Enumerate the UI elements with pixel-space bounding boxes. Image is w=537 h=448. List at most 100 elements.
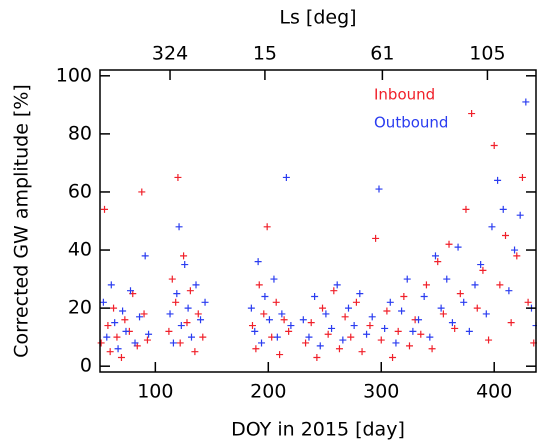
point	[119, 308, 126, 315]
point	[115, 345, 122, 352]
point	[423, 281, 430, 288]
point	[255, 258, 262, 265]
point	[472, 281, 479, 288]
point	[474, 305, 481, 312]
point	[174, 174, 181, 181]
x-tick-label: 100	[137, 381, 173, 403]
point	[103, 334, 110, 341]
point	[142, 252, 149, 259]
point	[519, 174, 526, 181]
point	[177, 339, 184, 346]
point	[483, 310, 490, 317]
point	[339, 337, 346, 344]
point	[406, 342, 413, 349]
point	[356, 290, 363, 297]
point	[187, 287, 194, 294]
point	[172, 299, 179, 306]
point	[334, 281, 341, 288]
point	[273, 299, 280, 306]
point	[118, 354, 125, 361]
point	[328, 325, 335, 332]
legend-entry: Outbound	[374, 114, 448, 132]
point	[248, 305, 255, 312]
point	[345, 305, 352, 312]
point	[522, 98, 529, 105]
x-tick-label: 400	[476, 381, 512, 403]
point	[508, 319, 515, 326]
point	[468, 110, 475, 117]
y-axis-label: Corrected GW amplitude [%]	[11, 84, 33, 358]
point	[176, 223, 183, 230]
point	[322, 310, 329, 317]
point	[260, 310, 267, 317]
point	[305, 334, 312, 341]
point	[191, 348, 198, 355]
point	[100, 299, 107, 306]
point	[138, 188, 145, 195]
point	[395, 328, 402, 335]
point	[383, 308, 390, 315]
point	[122, 328, 129, 335]
x-axis-label: DOY in 2015 [day]	[231, 419, 405, 441]
point	[417, 331, 424, 338]
point	[446, 241, 453, 248]
plot-frame	[100, 70, 536, 372]
point	[108, 281, 115, 288]
point	[145, 331, 152, 338]
point	[110, 305, 117, 312]
point	[485, 337, 492, 344]
point	[300, 316, 307, 323]
point	[261, 293, 268, 300]
y-tick-label: 100	[56, 64, 92, 86]
point	[113, 334, 120, 341]
point	[381, 325, 388, 332]
point	[363, 331, 370, 338]
point	[502, 232, 509, 239]
x-tick-label: 300	[363, 381, 399, 403]
point	[505, 287, 512, 294]
x2-tick-label: 15	[253, 43, 277, 65]
y-tick-label: 20	[68, 297, 92, 319]
point	[462, 206, 469, 213]
point	[366, 322, 373, 329]
point	[517, 212, 524, 219]
point	[404, 276, 411, 283]
point	[398, 308, 405, 315]
point	[375, 186, 382, 193]
point	[336, 345, 343, 352]
point	[372, 235, 379, 242]
point	[415, 316, 422, 323]
point	[317, 342, 324, 349]
point	[98, 339, 105, 346]
point	[121, 316, 128, 323]
point	[325, 331, 332, 338]
point	[369, 313, 376, 320]
point	[107, 348, 114, 355]
point	[111, 319, 118, 326]
point	[500, 206, 507, 213]
x2-axis-label: Ls [deg]	[279, 7, 356, 29]
point	[185, 305, 192, 312]
point	[429, 345, 436, 352]
point	[270, 276, 277, 283]
point	[311, 293, 318, 300]
point	[409, 328, 416, 335]
y-tick-label: 80	[68, 122, 92, 144]
point	[400, 293, 407, 300]
point	[351, 322, 358, 329]
point	[330, 287, 337, 294]
point	[457, 290, 464, 297]
point	[104, 322, 111, 329]
point	[283, 174, 290, 181]
point	[258, 339, 265, 346]
point	[274, 334, 281, 341]
point	[165, 328, 172, 335]
point	[496, 281, 503, 288]
point	[455, 244, 462, 251]
legend-entry: Inbound	[374, 86, 435, 104]
x2-tick-label: 61	[370, 43, 394, 65]
point	[101, 206, 108, 213]
y-tick-label: 0	[80, 355, 92, 377]
y-tick-label: 40	[68, 239, 92, 261]
point	[319, 305, 326, 312]
